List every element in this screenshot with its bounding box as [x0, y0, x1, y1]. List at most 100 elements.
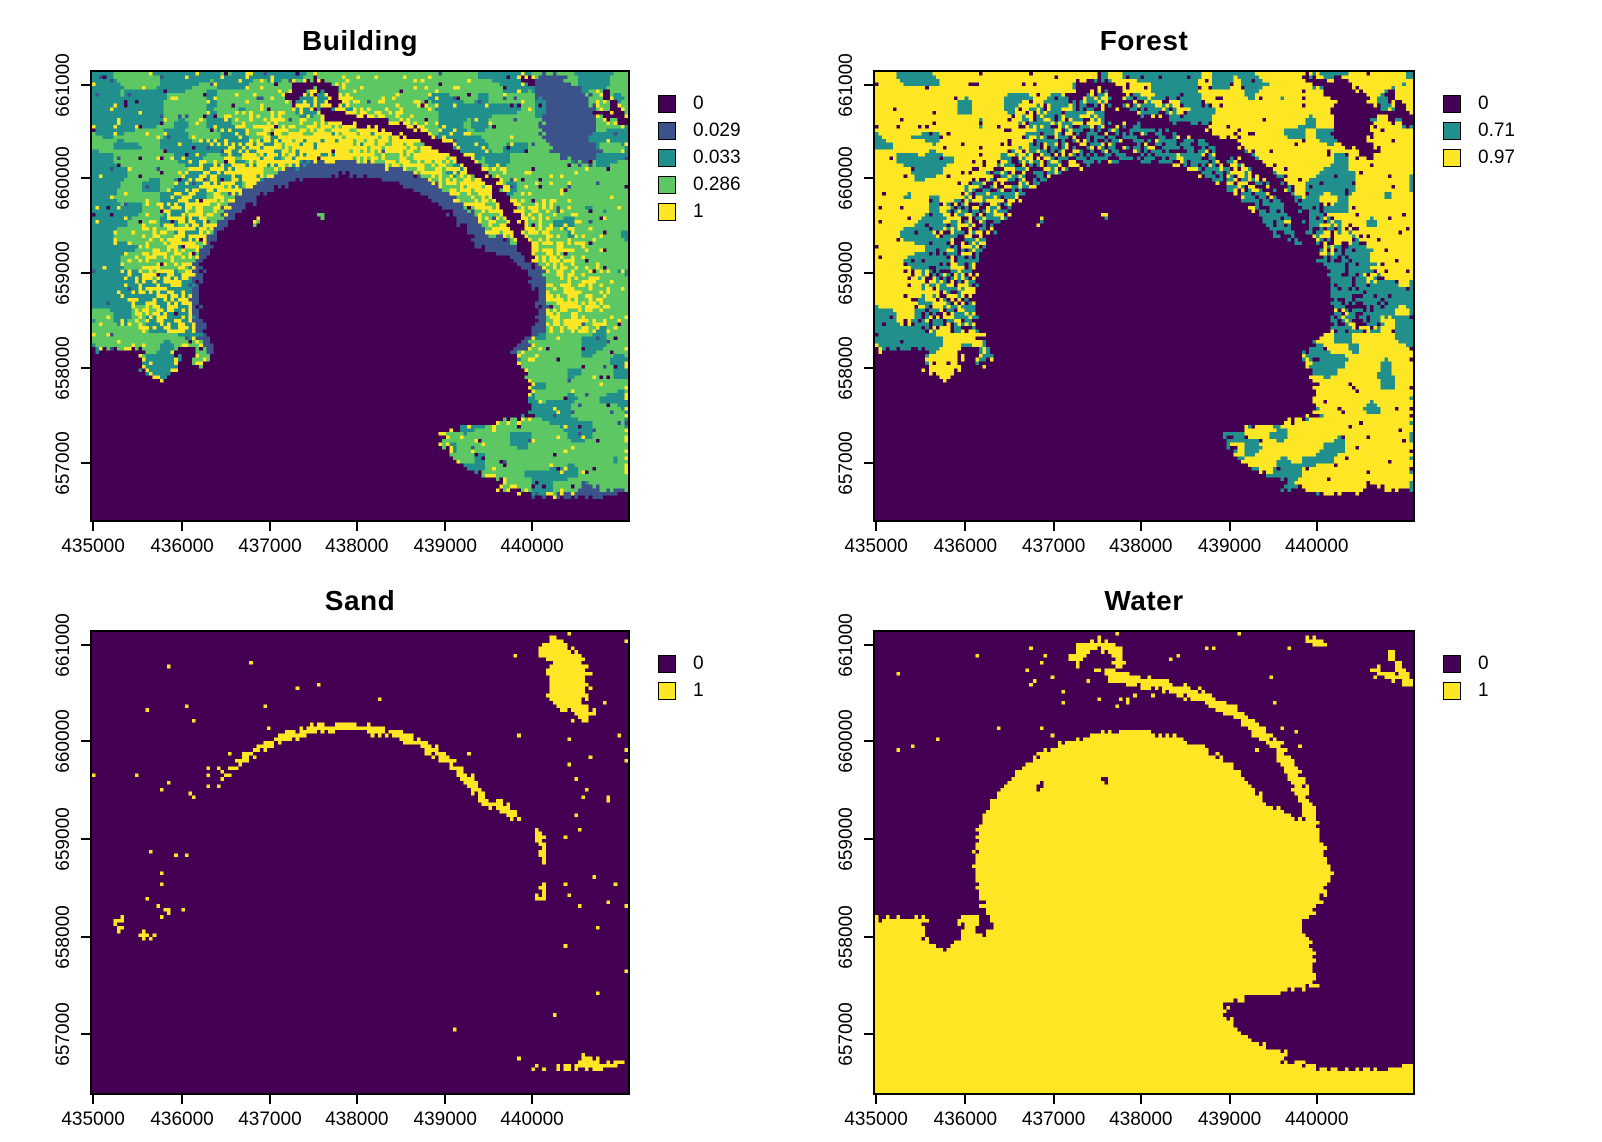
y-tick-mark: [81, 740, 90, 743]
x-tick-label: 440000: [1284, 1109, 1349, 1130]
legend-row: 1: [658, 202, 741, 221]
y-tick-mark: [864, 272, 873, 275]
legend-row: 0: [658, 654, 704, 673]
legend-color-swatch: [658, 681, 676, 700]
legend-value-label: 0: [1478, 653, 1489, 674]
x-tick-label: 437000: [1021, 536, 1086, 557]
sand-raster-canvas: [92, 632, 628, 1093]
y-tick-label: 660000: [836, 709, 857, 773]
y-tick-mark: [864, 644, 873, 647]
panel-water-map: [873, 630, 1415, 1095]
building-raster-canvas: [92, 72, 628, 520]
y-tick-mark: [81, 837, 90, 840]
x-tick-label: 435000: [61, 1109, 125, 1130]
y-tick-mark: [81, 644, 90, 647]
x-tick-label: 438000: [1109, 536, 1173, 557]
x-tick-label: 438000: [1109, 1109, 1173, 1130]
legend-color-swatch: [1443, 121, 1461, 140]
x-tick-mark: [1228, 522, 1231, 531]
x-tick-mark: [355, 522, 358, 531]
x-tick-mark: [964, 1095, 967, 1104]
y-tick-mark: [864, 1033, 873, 1036]
x-tick-mark: [1139, 522, 1142, 531]
y-tick-mark: [81, 367, 90, 370]
y-tick-mark: [864, 740, 873, 743]
legend-row: 0.286: [658, 175, 741, 194]
x-tick-label: 439000: [413, 536, 477, 557]
x-tick-mark: [1139, 1095, 1142, 1104]
y-tick-mark: [864, 177, 873, 180]
x-tick-label: 440000: [1284, 536, 1349, 557]
x-tick-mark: [181, 1095, 184, 1104]
x-tick-mark: [964, 522, 967, 531]
x-tick-label: 440000: [500, 536, 564, 557]
legend-color-swatch: [1443, 654, 1461, 673]
x-tick-label: 436000: [933, 1109, 998, 1130]
legend-value-label: 0: [693, 93, 704, 114]
x-tick-label: 436000: [150, 536, 214, 557]
forest-raster-canvas: [875, 72, 1413, 520]
y-tick-mark: [81, 83, 90, 86]
panel-water-title: Water: [1104, 585, 1184, 616]
x-tick-mark: [1228, 1095, 1231, 1104]
legend-color-swatch: [1443, 94, 1461, 113]
legend-color-swatch: [1443, 148, 1461, 167]
x-tick-mark: [531, 522, 534, 531]
y-tick-mark: [864, 935, 873, 938]
legend-value-label: 0.029: [693, 120, 741, 141]
x-tick-label: 440000: [500, 1109, 564, 1130]
y-tick-label: 659000: [836, 807, 857, 871]
x-tick-label: 435000: [844, 536, 908, 557]
x-tick-mark: [531, 1095, 534, 1104]
water-raster-canvas: [875, 632, 1413, 1093]
x-tick-label: 439000: [1197, 1109, 1262, 1130]
panel-building-legend: 0 0.029 0.033 0.286 1: [658, 94, 741, 229]
panel-sand-title: Sand: [324, 585, 396, 616]
x-tick-mark: [444, 1095, 447, 1104]
legend-row: 0: [658, 94, 741, 113]
x-tick-mark: [1315, 1095, 1318, 1104]
panel-sand-map: [90, 630, 630, 1095]
legend-row: 0: [1443, 654, 1489, 673]
x-tick-label: 439000: [413, 1109, 477, 1130]
legend-row: 0.71: [1443, 121, 1515, 140]
legend-value-label: 0.71: [1478, 120, 1515, 141]
x-tick-label: 435000: [61, 536, 125, 557]
x-tick-label: 436000: [150, 1109, 214, 1130]
x-tick-label: 438000: [325, 536, 389, 557]
y-tick-mark: [864, 462, 873, 465]
legend-row: 0.029: [658, 121, 741, 140]
y-tick-mark: [81, 1033, 90, 1036]
x-tick-mark: [875, 1095, 878, 1104]
legend-value-label: 1: [693, 680, 704, 701]
legend-row: 1: [658, 681, 704, 700]
y-tick-mark: [81, 935, 90, 938]
x-tick-label: 439000: [1197, 536, 1262, 557]
x-tick-mark: [1052, 1095, 1055, 1104]
y-tick-mark: [864, 837, 873, 840]
legend-color-swatch: [658, 121, 676, 140]
legend-color-swatch: [658, 654, 676, 673]
legend-value-label: 0.033: [693, 147, 741, 168]
x-tick-label: 436000: [933, 536, 998, 557]
x-tick-label: 437000: [1021, 1109, 1086, 1130]
y-tick-label: 661000: [836, 613, 857, 678]
x-tick-label: 437000: [238, 1109, 302, 1130]
y-tick-mark: [864, 83, 873, 86]
y-tick-label: 658000: [836, 905, 857, 969]
legend-value-label: 1: [1478, 680, 1489, 701]
legend-color-swatch: [658, 148, 676, 167]
panel-building-title: Building: [302, 25, 418, 56]
panel-forest-map: [873, 70, 1415, 522]
panel-forest-legend: 0 0.71 0.97: [1443, 94, 1515, 175]
legend-value-label: 0: [1478, 93, 1489, 114]
legend-row: 1: [1443, 681, 1489, 700]
legend-value-label: 0.97: [1478, 147, 1515, 168]
x-tick-mark: [875, 522, 878, 531]
legend-row: 0.97: [1443, 148, 1515, 167]
